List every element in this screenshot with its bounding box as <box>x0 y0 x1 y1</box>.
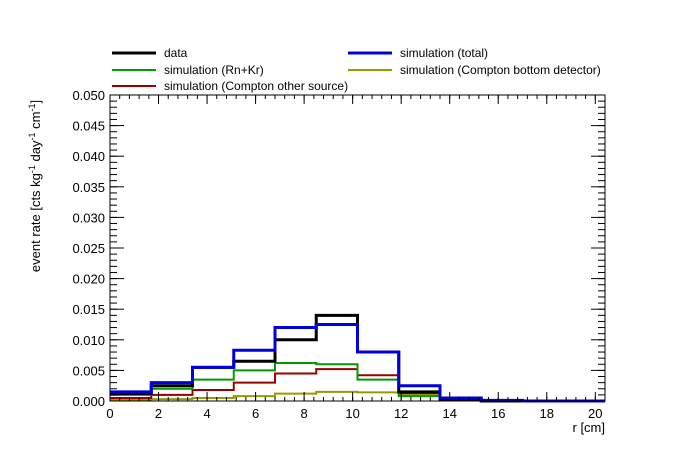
y-axis-label-text: day <box>28 140 43 165</box>
x-tick-label: 2 <box>155 406 162 421</box>
y-axis-label-text: event rate [cts kg <box>28 173 43 272</box>
y-tick-label: 0.010 <box>72 333 105 348</box>
y-axis-label-exponent: -1 <box>27 104 37 112</box>
legend-label: simulation (Rn+Kr) <box>164 63 264 77</box>
y-tick-label: 0.050 <box>72 88 105 103</box>
y-tick-label: 0.025 <box>72 241 105 256</box>
y-axis-label-exponent: -1 <box>27 132 37 140</box>
series-layer <box>110 313 605 403</box>
y-tick-label: 0.030 <box>72 210 105 225</box>
legend-label: data <box>164 46 188 60</box>
x-tick-label: 14 <box>442 406 456 421</box>
x-tick-label: 16 <box>491 406 505 421</box>
y-tick-label: 0.035 <box>72 180 105 195</box>
legend-label: simulation (Compton other source) <box>164 79 348 93</box>
y-axis-label: event rate [cts kg-1 day-1 cm-1] <box>27 100 43 272</box>
series-line-simulation-total <box>110 323 605 403</box>
y-tick-label: 0.045 <box>72 119 105 134</box>
y-tick-label: 0.020 <box>72 272 105 287</box>
x-tick-labels: 0 2 4 6 8 10 12 14 16 18 20 <box>106 406 602 421</box>
y-axis-label-exponent: -1 <box>27 165 37 173</box>
x-tick-label: 8 <box>301 406 308 421</box>
x-axis-label: r [cm] <box>573 420 606 435</box>
x-tick-label: 10 <box>345 406 359 421</box>
legend-label: simulation (total) <box>400 46 488 60</box>
axis-ticks <box>109 94 606 402</box>
y-tick-label: 0.005 <box>72 363 105 378</box>
plot-area: 0 2 4 6 8 10 12 14 16 18 20 0.0000.0050.0100.0150.… <box>72 88 606 421</box>
x-tick-label: 18 <box>540 406 554 421</box>
y-tick-label: 0.040 <box>72 149 105 164</box>
y-tick-label: 0.015 <box>72 302 105 317</box>
x-tick-label: 4 <box>203 406 210 421</box>
y-tick-label: 0.000 <box>72 394 105 409</box>
plot-frame <box>109 94 606 402</box>
x-tick-label: 0 <box>106 406 113 421</box>
legend: data simulation (total) simulation (Rn+Kr)… <box>112 46 601 93</box>
x-tick-label: 6 <box>252 406 259 421</box>
legend-label: simulation (Compton bottom detector) <box>400 63 601 77</box>
y-axis-label-text: cm <box>28 112 43 133</box>
x-tick-label: 12 <box>394 406 408 421</box>
y-axis-label-text: ] <box>28 100 43 104</box>
x-tick-label: 20 <box>588 406 602 421</box>
y-tick-labels: 0.000 0.005 0.010 0.015 0.020 0.025 0.030 0.035… <box>72 88 105 409</box>
